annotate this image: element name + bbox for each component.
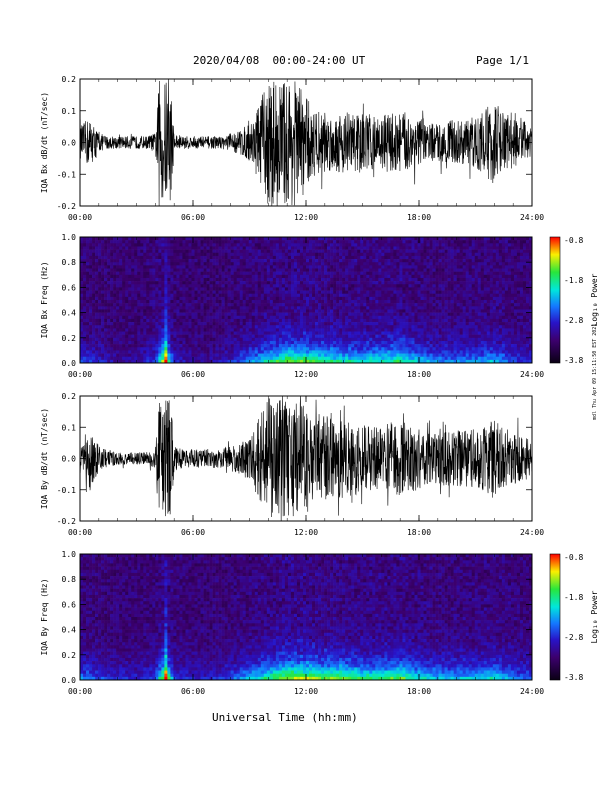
y-tick-label: 0.8 <box>62 575 77 584</box>
x-tick-label: 12:00 <box>294 687 318 696</box>
x-tick-label: 24:00 <box>520 528 544 537</box>
y-axis-label: IQA By Freq (Hz) <box>40 578 49 655</box>
y-tick-label: 0.0 <box>62 455 77 464</box>
spectrogram <box>80 237 533 364</box>
x-tick-label: 06:00 <box>181 213 205 222</box>
colorbar-tick-label: -3.8 <box>564 673 583 682</box>
x-tick-label: 12:00 <box>294 370 318 379</box>
y-tick-label: -0.2 <box>57 202 76 211</box>
colorbar-tick-label: -1.8 <box>564 593 583 602</box>
page-indicator: Page 1/1 <box>476 54 529 67</box>
y-tick-label: 0.6 <box>62 283 77 292</box>
spectrogram <box>80 554 533 681</box>
y-tick-label: 0.0 <box>62 139 77 148</box>
colorbar <box>549 236 561 364</box>
colorbar-tick-label: -0.8 <box>564 553 583 562</box>
y-tick-label: 0.6 <box>62 600 77 609</box>
x-tick-label: 00:00 <box>68 528 92 537</box>
x-tick-label: 18:00 <box>407 213 431 222</box>
y-tick-label: 0.8 <box>62 258 77 267</box>
y-tick-label: 0.2 <box>62 75 77 84</box>
x-tick-label: 18:00 <box>407 687 431 696</box>
x-axis-label: Universal Time (hh:mm) <box>212 711 358 724</box>
dbdt-trace <box>79 78 533 207</box>
y-tick-label: 0.1 <box>62 423 77 432</box>
y-tick-label: 0.4 <box>62 309 77 318</box>
y-tick-label: -0.1 <box>57 170 76 179</box>
x-tick-label: 00:00 <box>68 213 92 222</box>
y-tick-label: 0.2 <box>62 392 77 401</box>
colorbar-label: Log₁₀ Power <box>590 590 599 643</box>
x-tick-label: 00:00 <box>68 687 92 696</box>
x-tick-label: 06:00 <box>181 370 205 379</box>
date-range-title: 2020/04/08 00:00-24:00 UT <box>193 54 366 67</box>
x-tick-label: 24:00 <box>520 370 544 379</box>
x-tick-label: 18:00 <box>407 370 431 379</box>
colorbar-tick-label: -3.8 <box>564 356 583 365</box>
x-tick-label: 06:00 <box>181 528 205 537</box>
x-tick-label: 24:00 <box>520 687 544 696</box>
x-tick-label: 12:00 <box>294 213 318 222</box>
y-tick-label: 0.0 <box>62 359 77 368</box>
y-axis-label: IQA Bx dB/dt (nT/sec) <box>40 92 49 193</box>
y-tick-label: 0.2 <box>62 334 77 343</box>
x-tick-label: 18:00 <box>407 528 431 537</box>
y-axis-label: IQA By dB/dt (nT/sec) <box>40 408 49 509</box>
print-stamp: mdl Thu Apr 09 15:11:50 EST 2021 <box>592 323 598 420</box>
colorbar-tick-label: -2.8 <box>564 633 583 642</box>
y-tick-label: -0.1 <box>57 486 76 495</box>
colorbar <box>549 553 561 681</box>
y-tick-label: -0.2 <box>57 517 76 526</box>
dbdt-trace <box>79 395 533 522</box>
y-axis-label: IQA Bx Freq (Hz) <box>40 261 49 338</box>
colorbar-label: Log₁₀ Power <box>590 273 599 326</box>
y-tick-label: 1.0 <box>62 233 77 242</box>
x-tick-label: 12:00 <box>294 528 318 537</box>
colorbar-tick-label: -2.8 <box>564 316 583 325</box>
y-tick-label: 0.0 <box>62 676 77 685</box>
y-tick-label: 0.2 <box>62 651 77 660</box>
x-tick-label: 00:00 <box>68 370 92 379</box>
x-tick-label: 24:00 <box>520 213 544 222</box>
y-tick-label: 1.0 <box>62 550 77 559</box>
x-tick-label: 06:00 <box>181 687 205 696</box>
y-tick-label: 0.4 <box>62 626 77 635</box>
y-tick-label: 0.1 <box>62 107 77 116</box>
colorbar-tick-label: -1.8 <box>564 276 583 285</box>
colorbar-tick-label: -0.8 <box>564 236 583 245</box>
